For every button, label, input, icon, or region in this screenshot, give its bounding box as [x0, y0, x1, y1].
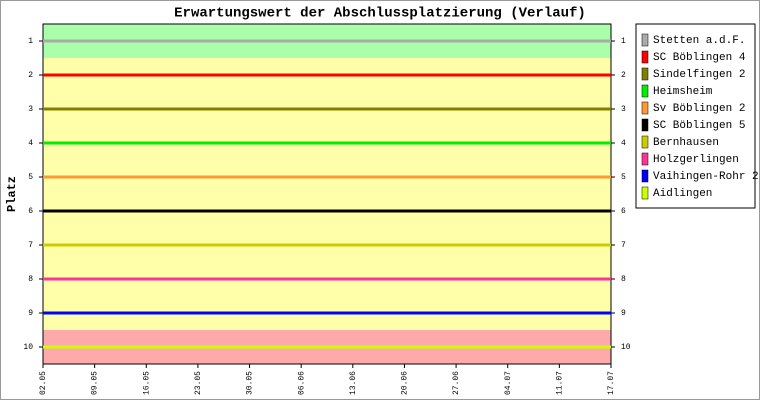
legend-swatch — [641, 67, 649, 81]
legend-swatch — [641, 50, 649, 64]
y-tick-label: 4 — [28, 139, 33, 148]
legend-label: Holzgerlingen — [653, 154, 739, 166]
band — [43, 58, 611, 330]
x-tick-label: 11.07 — [555, 371, 564, 395]
y-tick-label-right: 2 — [621, 71, 626, 80]
x-tick-label: 27.06 — [452, 371, 461, 395]
y-tick-label-right: 4 — [621, 139, 626, 148]
legend-swatch — [641, 186, 649, 200]
legend-swatch — [641, 169, 649, 183]
x-tick-label: 16.05 — [142, 371, 151, 395]
y-tick-label: 6 — [28, 207, 33, 216]
y-tick-label-right: 5 — [621, 173, 626, 182]
legend-label: Bernhausen — [653, 137, 719, 149]
y-tick-label: 3 — [28, 105, 33, 114]
legend-label: Aidlingen — [653, 188, 712, 200]
legend-label: Sv Böblingen 2 — [653, 103, 745, 115]
y-tick-label-right: 1 — [621, 37, 626, 46]
y-tick-label-right: 10 — [621, 343, 631, 352]
legend-label: SC Böblingen 4 — [653, 52, 746, 64]
y-tick-label: 8 — [28, 275, 33, 284]
plot-frame — [42, 23, 612, 365]
chart-title: Erwartungswert der Abschlussplatzierung … — [174, 6, 586, 22]
x-tick-label: 06.06 — [297, 371, 306, 395]
x-tick-label: 30.05 — [246, 371, 255, 395]
y-tick-label: 10 — [23, 343, 33, 352]
y-tick-label: 2 — [28, 71, 33, 80]
legend-label: Sindelfingen 2 — [653, 69, 745, 81]
y-tick-label-right: 7 — [621, 241, 626, 250]
legend-swatch — [641, 84, 649, 98]
legend-swatch — [641, 152, 649, 166]
x-tick-label: 17.07 — [607, 371, 616, 395]
y-tick-label-right: 3 — [621, 105, 626, 114]
x-tick-label: 02.05 — [39, 371, 48, 395]
x-tick-label: 09.05 — [91, 371, 100, 395]
legend-swatch — [641, 33, 649, 47]
x-tick-label: 04.07 — [504, 371, 513, 395]
y-tick-label-right: 6 — [621, 207, 626, 216]
y-tick-label-right: 9 — [621, 309, 626, 318]
x-tick-label: 23.05 — [194, 371, 203, 395]
y-tick-label: 7 — [28, 241, 33, 250]
legend-swatch — [641, 135, 649, 149]
y-tick-label: 9 — [28, 309, 33, 318]
legend-label: Heimsheim — [653, 86, 713, 98]
y-axis-label: Platz — [5, 176, 19, 212]
x-tick-label: 20.06 — [401, 371, 410, 395]
legend-swatch — [641, 118, 649, 132]
y-tick-label: 5 — [28, 173, 33, 182]
y-tick-label-right: 8 — [621, 275, 626, 284]
legend-label: Stetten a.d.F. — [653, 35, 745, 47]
legend-label: Vaihingen-Rohr 2 — [653, 171, 759, 183]
legend-swatch — [641, 101, 649, 115]
x-tick-label: 13.06 — [349, 371, 358, 395]
legend-label: SC Böblingen 5 — [653, 120, 745, 132]
legend-box — [635, 23, 756, 209]
y-tick-label: 1 — [28, 37, 33, 46]
